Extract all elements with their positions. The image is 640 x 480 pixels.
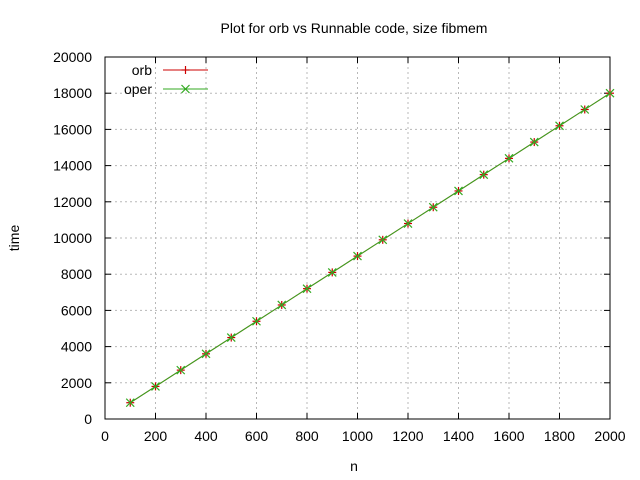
series-group xyxy=(125,88,615,408)
data-point-oper xyxy=(252,316,261,326)
y-tick-label: 4000 xyxy=(61,339,92,355)
legend-marker-oper xyxy=(181,84,190,94)
legend-label-oper: oper xyxy=(124,81,152,97)
x-axis-label: n xyxy=(350,458,358,474)
grid-lines xyxy=(105,57,610,419)
series-line-oper xyxy=(130,92,611,404)
y-axis-ticks: 0 2000 4000 6000 8000 10000 12000 14000 16000 180… xyxy=(53,49,610,427)
data-point-oper xyxy=(151,381,160,391)
y-tick-label: 6000 xyxy=(61,302,92,318)
y-tick-label: 14000 xyxy=(53,158,92,174)
data-point-oper xyxy=(277,300,287,310)
y-axis-label: time xyxy=(6,225,22,252)
data-point-oper xyxy=(353,251,362,261)
x-tick-label: 800 xyxy=(295,428,319,444)
data-point-oper xyxy=(605,88,615,98)
data-point-oper xyxy=(403,219,413,228)
legend-label-orb: orb xyxy=(132,62,152,78)
data-point-oper xyxy=(504,153,514,163)
data-point-oper xyxy=(428,202,438,212)
legend: orb oper xyxy=(124,62,208,97)
data-point-oper xyxy=(176,365,186,375)
data-point-oper xyxy=(226,333,236,342)
x-tick-label: 2000 xyxy=(594,428,625,444)
y-tick-label: 20000 xyxy=(53,49,92,65)
y-tick-label: 2000 xyxy=(61,375,92,391)
x-tick-label: 400 xyxy=(194,428,218,444)
data-point-oper xyxy=(529,137,539,147)
data-point-oper xyxy=(555,121,564,131)
y-tick-label: 8000 xyxy=(61,266,92,282)
data-point-oper xyxy=(201,349,211,359)
legend-marker-orb xyxy=(181,66,190,74)
x-tick-label: 200 xyxy=(144,428,168,444)
data-point-oper xyxy=(302,284,312,294)
y-tick-label: 0 xyxy=(84,411,92,427)
y-tick-label: 16000 xyxy=(53,121,92,137)
x-tick-label: 1600 xyxy=(493,428,524,444)
data-point-oper xyxy=(125,398,135,408)
y-tick-label: 18000 xyxy=(53,85,92,101)
x-tick-label: 1800 xyxy=(544,428,575,444)
data-point-oper xyxy=(327,267,337,277)
x-tick-label: 0 xyxy=(101,428,109,444)
chart-title: Plot for orb vs Runnable code, size fibm… xyxy=(221,20,488,36)
x-tick-label: 1200 xyxy=(392,428,423,444)
data-point-oper xyxy=(378,235,388,245)
x-axis-ticks: 0 200 400 600 800 1000 1200 1400 1600 1800 2000 xyxy=(101,57,626,444)
data-point-oper xyxy=(454,186,463,196)
data-point-oper xyxy=(580,105,590,114)
x-tick-label: 1000 xyxy=(342,428,373,444)
x-tick-label: 1400 xyxy=(443,428,474,444)
x-tick-label: 600 xyxy=(245,428,269,444)
data-point-oper xyxy=(479,170,489,180)
y-tick-label: 12000 xyxy=(53,194,92,210)
y-tick-label: 10000 xyxy=(53,230,92,246)
